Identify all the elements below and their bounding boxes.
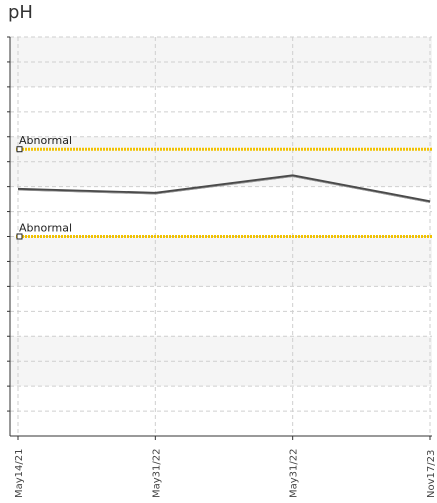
- x-tick-label: Nov17/23: [426, 450, 437, 498]
- axes: [7, 36, 432, 440]
- reference-lines: Abnormal Abnormal: [16, 134, 432, 240]
- x-tick-label: May14/21: [14, 449, 25, 499]
- series-line-shadow: [17, 176, 431, 203]
- series-line: [17, 174, 431, 203]
- abnormal-reference-label: Abnormal: [19, 134, 72, 147]
- x-tick-label: May31/22: [151, 449, 162, 499]
- x-tick-label: May31/22: [289, 449, 300, 499]
- x-tick-labels: May14/21 May31/22 May31/22 Nov17/23: [14, 449, 437, 499]
- page-title: pH: [8, 2, 33, 23]
- abnormal-reference-label: Abnormal: [19, 222, 72, 235]
- reference-marker: [16, 146, 23, 153]
- reference-marker: [16, 233, 23, 240]
- series-lines: [17, 174, 431, 203]
